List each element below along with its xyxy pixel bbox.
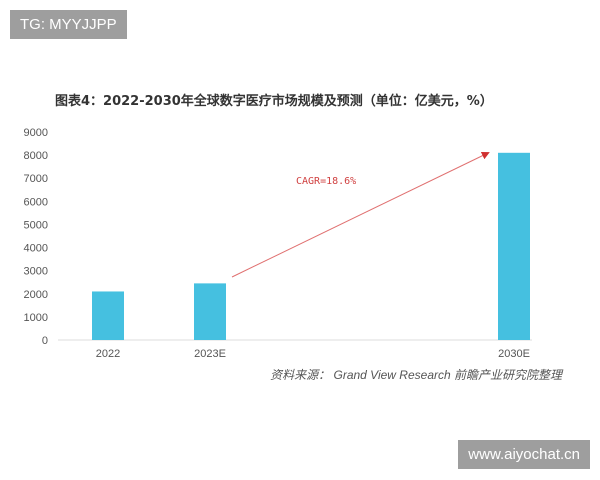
- x-tick-label: 2022: [96, 348, 120, 360]
- watermark-bottom: www.aiyochat.cn: [458, 440, 590, 469]
- y-tick-label: 9000: [24, 127, 48, 139]
- y-tick-label: 7000: [24, 173, 48, 185]
- y-tick-label: 5000: [24, 219, 48, 231]
- y-tick-label: 2000: [24, 289, 48, 301]
- bar-2023E: [194, 283, 226, 340]
- x-tick-label: 2023E: [194, 348, 226, 360]
- y-tick-label: 8000: [24, 150, 48, 162]
- source-note: 资料来源： Grand View Research 前瞻产业研究院整理: [270, 368, 562, 382]
- y-tick-label: 6000: [24, 196, 48, 208]
- y-tick-label: 4000: [24, 243, 48, 255]
- cagr-annotation: CAGR=18.6%: [296, 176, 356, 187]
- bar-2022: [92, 291, 124, 340]
- cagr-arrow: [231, 152, 490, 278]
- bar-2030E: [498, 152, 530, 340]
- chart-title: 图表4：2022-2030年全球数字医疗市场规模及预测（单位：亿美元，%）: [55, 94, 493, 109]
- y-tick-label: 3000: [24, 266, 48, 278]
- y-tick-label: 1000: [24, 312, 48, 324]
- x-tick-label: 2030E: [498, 348, 530, 360]
- y-tick-label: 0: [42, 335, 48, 347]
- watermark-top: TG: MYYJJPP: [10, 10, 127, 39]
